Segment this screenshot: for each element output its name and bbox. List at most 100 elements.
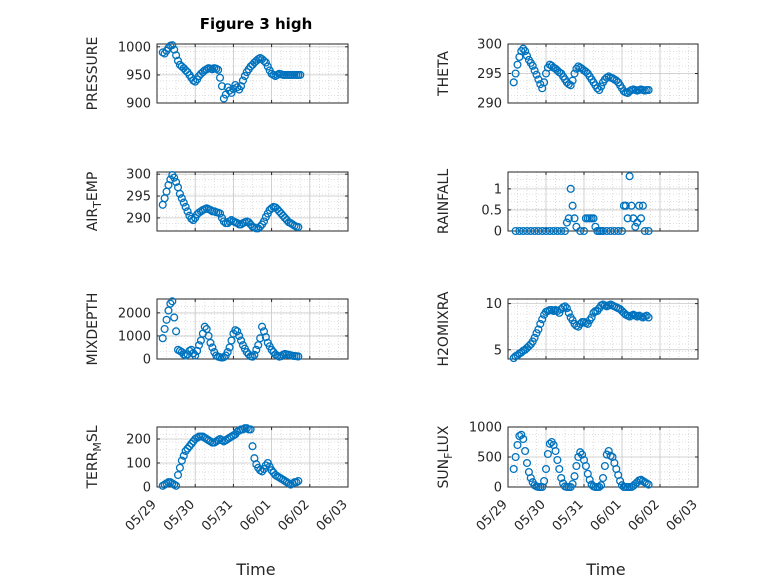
data-point — [522, 226, 532, 236]
data-point — [597, 481, 606, 490]
y-tick-label: 0 — [494, 225, 502, 240]
data-point — [627, 201, 636, 210]
x-axis-label-left: Time — [235, 560, 275, 579]
data-point — [166, 299, 175, 308]
data-point — [644, 480, 653, 489]
data-point — [236, 336, 246, 345]
data-point — [604, 446, 613, 456]
data-point — [261, 461, 270, 470]
data-point — [261, 58, 270, 67]
data-point — [259, 217, 269, 226]
data-point — [511, 69, 520, 78]
data-point — [223, 348, 232, 357]
data-point — [256, 222, 265, 231]
data-point — [568, 76, 577, 85]
data-point — [570, 69, 579, 78]
data-point — [175, 463, 184, 472]
y-axis-label: SUNFLUX — [436, 425, 455, 488]
data-point — [549, 226, 558, 236]
data-point — [540, 476, 549, 486]
y-tick-label: 500 — [477, 451, 502, 466]
data-point — [191, 77, 200, 86]
data-point — [256, 334, 265, 343]
data-point — [294, 223, 303, 232]
data-point — [564, 308, 573, 317]
data-point — [587, 313, 596, 322]
data-point — [183, 444, 192, 453]
data-point — [168, 41, 177, 50]
y-tick-label: 10 — [485, 297, 502, 312]
y-axis-label: TERRMSL — [85, 425, 104, 489]
data-point — [257, 322, 267, 331]
data-point — [595, 482, 604, 492]
data-point — [250, 350, 259, 359]
data-point — [581, 461, 590, 471]
data-point — [259, 56, 269, 65]
data-point — [173, 56, 183, 65]
data-point — [631, 222, 640, 231]
data-point — [294, 352, 303, 361]
data-point — [229, 84, 238, 94]
data-point — [541, 464, 551, 474]
subplot-theta: 290 295 300 THETA — [436, 38, 699, 112]
data-point — [597, 82, 606, 91]
y-tick-label: 300 — [477, 38, 502, 53]
data-point — [606, 226, 615, 236]
data-point — [521, 47, 530, 56]
data-point — [536, 319, 545, 328]
data-point — [257, 467, 267, 476]
data-point — [540, 78, 549, 87]
data-point — [570, 214, 579, 223]
y-tick-label: 0 — [143, 353, 151, 368]
y-tick-label: 290 — [126, 211, 151, 226]
data-point — [177, 194, 186, 203]
data-point — [519, 44, 528, 53]
data-point — [642, 311, 651, 320]
data-point — [589, 308, 598, 317]
y-axis-label: H2OMIXRA — [436, 291, 452, 366]
data-point — [642, 479, 651, 488]
axes-box — [507, 298, 699, 360]
figure-title: Figure 3 high — [200, 15, 313, 33]
data-point — [215, 73, 225, 82]
data-point — [598, 226, 608, 236]
data-point — [517, 430, 526, 439]
data-point — [227, 88, 236, 97]
data-point — [208, 343, 217, 352]
data-point — [614, 226, 623, 236]
data-point — [175, 189, 184, 198]
data-point — [562, 218, 571, 227]
data-point — [576, 448, 585, 457]
data-point — [181, 446, 190, 456]
data-point — [585, 475, 594, 484]
data-point — [187, 439, 196, 448]
data-point — [181, 202, 190, 212]
data-point — [296, 70, 305, 79]
y-tick-label: 5 — [494, 343, 502, 358]
data-point — [267, 466, 276, 475]
data-point — [644, 313, 653, 322]
data-point — [172, 327, 181, 336]
data-point — [513, 440, 522, 450]
data-point — [162, 315, 171, 324]
y-axis-label: PRESSURE — [85, 37, 101, 111]
data-point — [194, 341, 204, 350]
data-point — [517, 47, 526, 56]
data-point — [560, 302, 570, 311]
data-point — [183, 207, 192, 216]
data-point — [235, 331, 244, 340]
data-point — [513, 60, 522, 69]
y-tick-label: 100 — [126, 457, 151, 472]
data-point — [215, 209, 225, 218]
y-axis-label: MIXDEPTH — [85, 293, 101, 366]
data-point — [191, 351, 200, 360]
y-tick-label: 2000 — [118, 306, 151, 321]
data-point — [568, 201, 577, 210]
data-point — [600, 461, 609, 471]
data-point — [233, 83, 242, 92]
y-tick-label: 900 — [126, 97, 151, 112]
data-point — [530, 333, 539, 342]
data-point — [219, 353, 228, 362]
data-point — [225, 217, 234, 226]
